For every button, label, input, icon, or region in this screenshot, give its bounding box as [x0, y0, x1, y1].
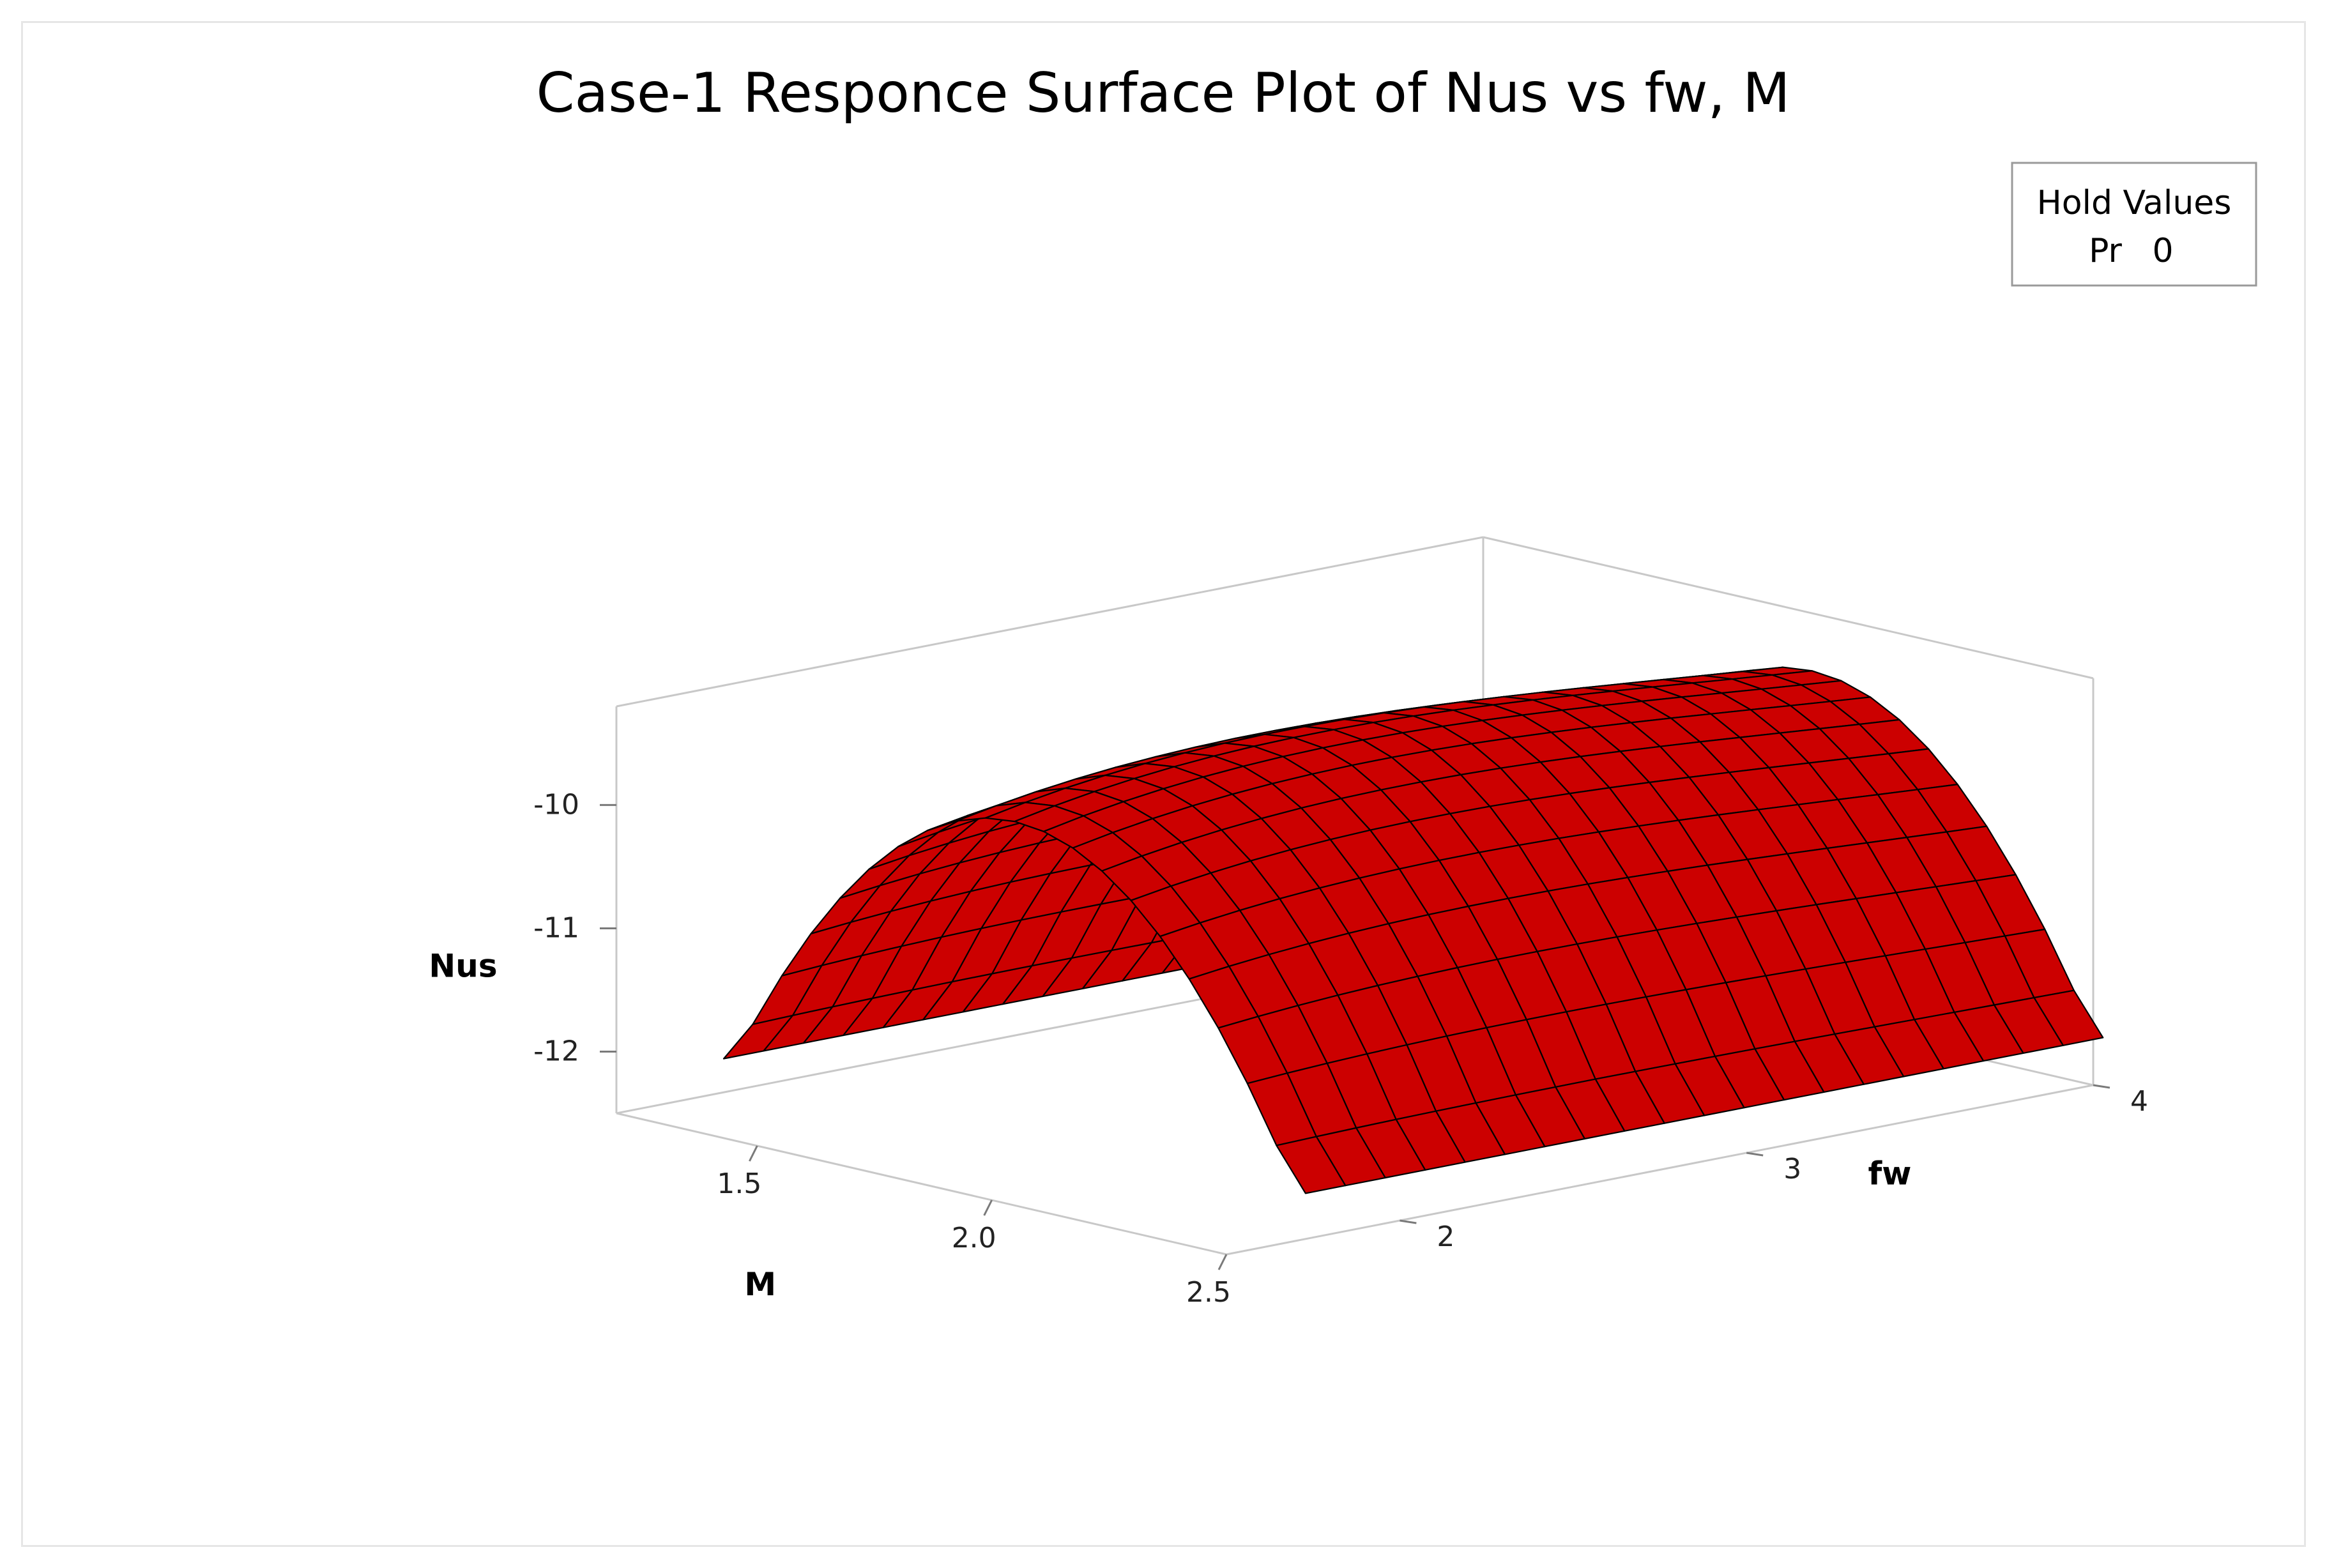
x-tick-label: 2.5	[1186, 1276, 1231, 1309]
z-tick-label: -10	[533, 788, 579, 821]
x-tick-label: 1.5	[717, 1168, 761, 1200]
chart-title: Case-1 Responce Surface Plot of Nus vs f…	[536, 61, 1790, 125]
surface-patch	[1276, 1136, 1347, 1194]
x-tick-mark	[983, 1199, 993, 1216]
box-edge	[1483, 536, 2094, 680]
axes: -10 -11 -12 1.5 2.0 2.5 2 3 4 Nus Mfw	[429, 788, 2148, 1309]
z-tick-label: -11	[533, 911, 579, 944]
legend-box	[2011, 162, 2257, 287]
box-edge	[616, 1112, 1227, 1256]
box-edge	[616, 536, 1484, 708]
legend-item-name: Pr	[2089, 232, 2122, 270]
x-tick-label: 2.0	[952, 1222, 996, 1254]
y-tick-label: 3	[1783, 1153, 1801, 1185]
y-tick-label: 2	[1437, 1221, 1454, 1253]
x-tick-mark	[749, 1145, 758, 1162]
box-edge	[1226, 1084, 2094, 1256]
x-tick-mark	[1217, 1254, 1228, 1270]
y-tick-mark	[1746, 1152, 1764, 1157]
response-surface	[722, 666, 2104, 1194]
legend-title: Hold Values	[2037, 184, 2232, 222]
z-axis-title: Nus	[429, 947, 497, 984]
hold-values-legend: Hold Values Pr 0	[2011, 162, 2257, 287]
legend-item-value: 0	[2152, 232, 2173, 270]
y-tick-label: 4	[2130, 1085, 2148, 1118]
y-axis-title: fw	[1868, 1155, 1912, 1192]
z-tick-label: -12	[533, 1035, 579, 1067]
x-axis-title: M	[744, 1266, 776, 1303]
y-tick-mark	[2093, 1084, 2110, 1089]
y-tick-mark	[1400, 1219, 1417, 1224]
